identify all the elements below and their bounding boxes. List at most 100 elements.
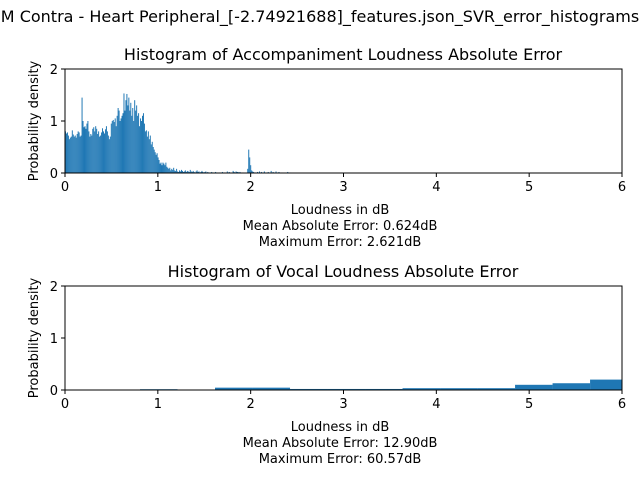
histogram-bar — [98, 131, 100, 173]
histogram-bar — [122, 113, 124, 173]
histogram-bar — [92, 128, 94, 173]
histogram-bar — [207, 171, 209, 173]
histogram-bar — [201, 170, 203, 173]
histogram-bar — [136, 105, 138, 173]
histogram-bar — [114, 118, 116, 173]
histogram-bar — [90, 134, 92, 173]
x-tick-label: 5 — [525, 397, 533, 412]
histogram-bar — [160, 162, 162, 173]
histogram-bar — [153, 149, 155, 173]
histogram-bar — [247, 168, 249, 173]
histogram-bar — [140, 118, 142, 173]
histogram-bar — [197, 171, 199, 173]
histogram-bar — [249, 157, 251, 173]
histogram-bar — [132, 108, 134, 173]
histogram-bar — [365, 388, 403, 390]
histogram-bar — [128, 97, 130, 173]
histogram-bar — [111, 121, 113, 173]
histogram-bar — [191, 171, 193, 173]
histogram-bar — [263, 171, 265, 173]
histogram-bar — [167, 167, 169, 173]
histogram-bar — [95, 126, 97, 173]
histogram-bar — [183, 171, 185, 173]
histogram-bar — [239, 171, 241, 173]
x-tick-label: 0 — [61, 397, 69, 412]
max-error-note: Maximum Error: 60.57dB — [259, 452, 422, 467]
histogram-bar — [87, 121, 89, 173]
histogram-bar — [74, 135, 76, 173]
y-tick-label: 1 — [50, 115, 58, 130]
histogram-bar — [195, 171, 197, 173]
histogram-bar — [169, 167, 171, 173]
histogram-bar — [250, 165, 252, 173]
bar-series — [65, 93, 292, 173]
histogram-bar — [186, 170, 188, 173]
y-axis-label: Probability density — [27, 60, 42, 181]
histogram-bar — [158, 160, 160, 173]
x-tick-label: 6 — [618, 397, 626, 412]
histogram-bar — [196, 170, 198, 173]
x-tick-label: 4 — [432, 180, 440, 195]
histogram-bar — [232, 170, 234, 173]
histogram-bar — [205, 171, 207, 173]
histogram-bar — [121, 115, 123, 173]
histogram-bar — [68, 139, 70, 173]
histogram-bar — [178, 171, 180, 173]
histogram-bar — [71, 130, 73, 173]
x-tick-label: 5 — [525, 180, 533, 195]
histogram-bar — [270, 170, 272, 173]
histogram-bar — [118, 110, 120, 173]
histogram-bar — [93, 127, 95, 173]
histogram-bar — [179, 170, 181, 173]
histogram-bar — [176, 168, 178, 173]
histogram-bar — [110, 123, 112, 173]
bar-series — [140, 379, 622, 390]
histogram-bar — [104, 129, 106, 173]
histogram-bar — [76, 134, 78, 173]
histogram-bar — [127, 105, 129, 173]
figure-suptitle: M Contra - Heart Peripheral_[-2.74921688… — [1, 7, 639, 27]
histogram-bar — [202, 171, 204, 173]
histogram-bar — [135, 110, 137, 173]
histogram-bar — [109, 136, 111, 173]
histogram-bar — [402, 388, 441, 390]
histogram-bar — [147, 131, 149, 173]
histogram-bar — [155, 154, 157, 173]
histogram-bar — [180, 169, 182, 173]
histogram-bar — [290, 388, 328, 390]
x-tick-label: 0 — [61, 180, 69, 195]
histogram-bar — [84, 126, 86, 173]
histogram-bar — [142, 113, 144, 173]
histogram-bar — [99, 136, 101, 173]
histogram-bar — [185, 171, 187, 173]
histogram-bar — [260, 171, 262, 173]
histogram-bar — [112, 119, 114, 173]
x-tick-label: 3 — [339, 180, 347, 195]
histogram-bar — [141, 121, 143, 173]
histogram-bar — [102, 128, 104, 173]
histogram-bar — [154, 152, 156, 173]
max-error-note: Maximum Error: 2.621dB — [259, 235, 422, 250]
histogram-bar — [233, 171, 235, 173]
histogram-bar — [156, 153, 158, 173]
histogram-bar — [81, 97, 83, 173]
histogram-bar — [226, 171, 228, 173]
histogram-bar — [164, 165, 166, 173]
histogram-bar — [137, 115, 139, 173]
mean-error-note: Mean Absolute Error: 12.90dB — [243, 436, 438, 451]
histogram-bar — [152, 147, 154, 173]
plot-frame — [64, 285, 623, 391]
axis-ticks: 0 1 2 3 4 5 6 0 1 2 — [50, 63, 626, 195]
histogram-bar — [88, 131, 90, 173]
histogram-bar — [168, 168, 170, 173]
histogram-bar — [97, 134, 99, 173]
histogram-bar — [166, 166, 168, 173]
histogram-bar — [77, 131, 79, 173]
histogram-bar — [192, 170, 194, 173]
histogram-bar — [133, 121, 135, 173]
histogram-bar — [105, 126, 107, 173]
histogram-bar — [275, 171, 277, 173]
histogram-bar — [252, 387, 291, 390]
histogram-bar — [83, 127, 85, 173]
